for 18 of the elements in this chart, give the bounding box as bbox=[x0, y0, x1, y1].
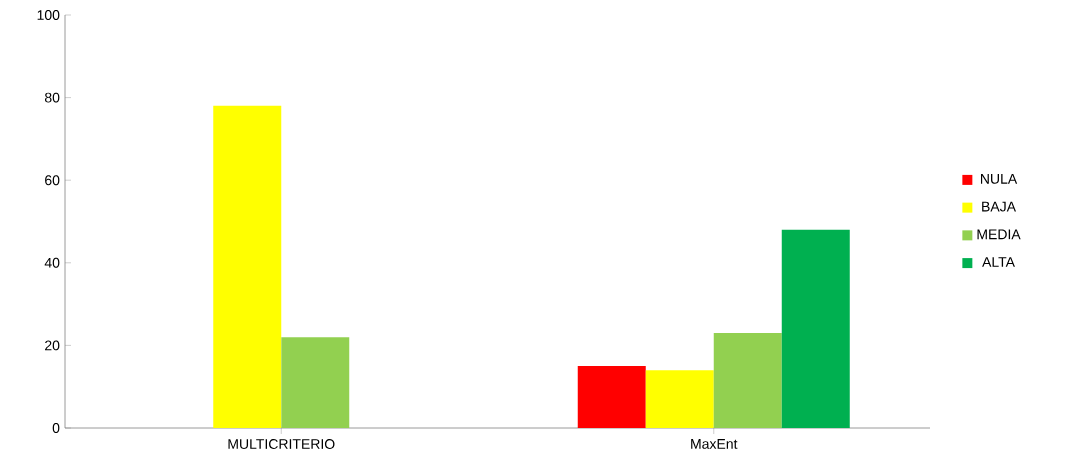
bar bbox=[577, 366, 646, 428]
legend-label: BAJA bbox=[982, 201, 1016, 212]
y-tick-label: 0 bbox=[52, 423, 60, 433]
legend-label: NULA bbox=[981, 174, 1018, 184]
bar bbox=[781, 229, 850, 428]
bar bbox=[281, 337, 350, 428]
legend-label: ALTA bbox=[982, 257, 1015, 267]
y-tick-label: 20 bbox=[45, 340, 60, 351]
y-tick-label: 40 bbox=[44, 257, 60, 268]
bar bbox=[213, 105, 282, 428]
legend-label: MEDIA bbox=[977, 229, 1021, 240]
y-tick-label: 80 bbox=[44, 92, 60, 103]
bar bbox=[713, 333, 782, 428]
bar bbox=[645, 370, 714, 428]
x-tick-label: MULTICRITERIO bbox=[228, 439, 335, 449]
y-tick-label: 100 bbox=[37, 10, 60, 20]
y-tick-label: 60 bbox=[45, 175, 60, 186]
x-tick-label: MaxEnt bbox=[691, 439, 738, 449]
